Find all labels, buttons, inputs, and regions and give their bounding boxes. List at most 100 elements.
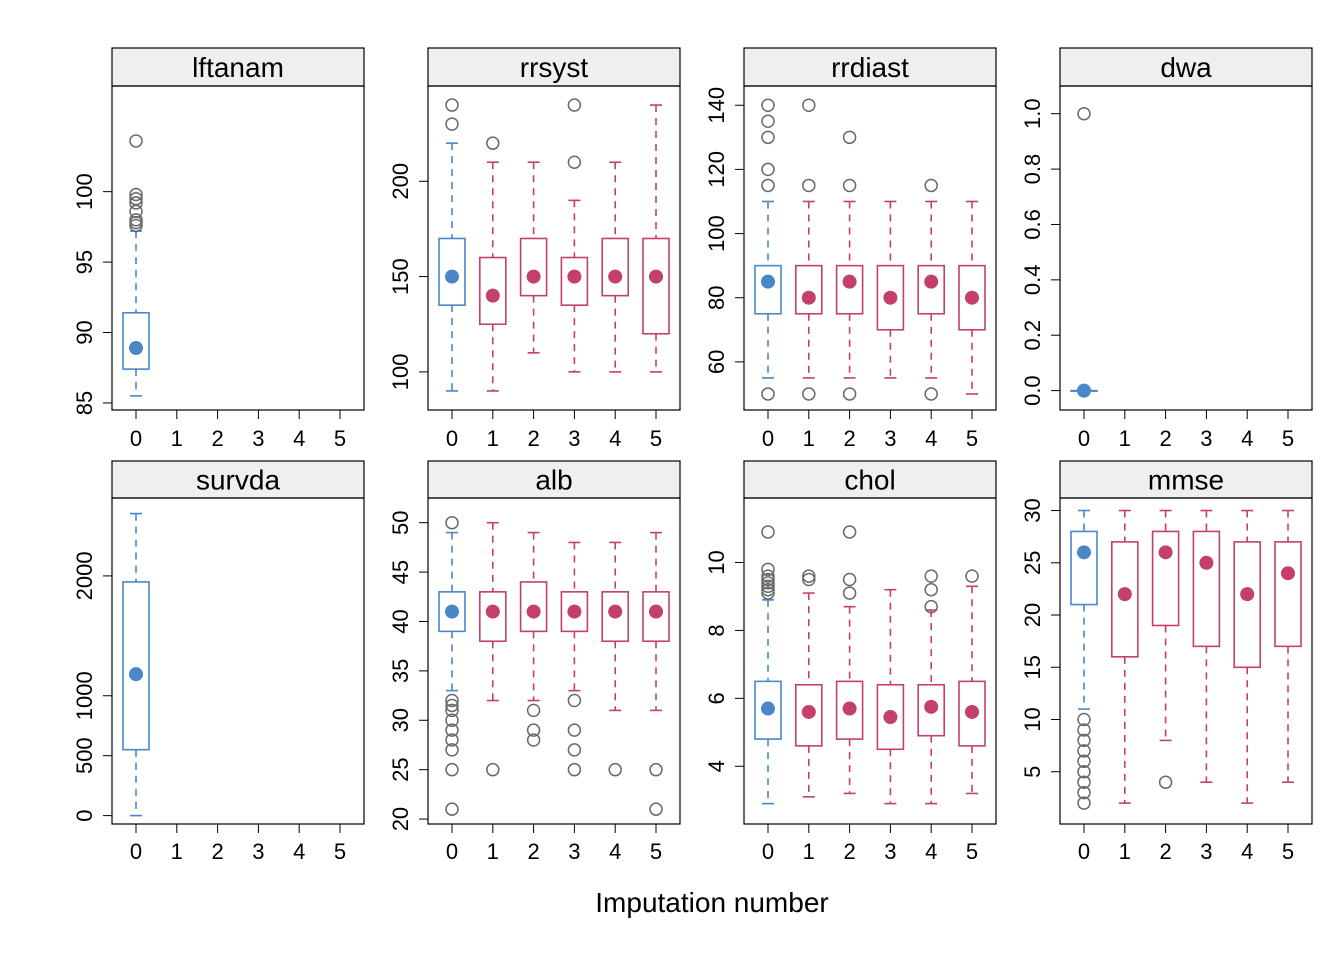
outlier-point bbox=[842, 387, 857, 401]
y-tick-label: 30 bbox=[388, 708, 413, 732]
panel-rrdiast: rrdiast 60 80 100 120 140 0 1 2 3 4 5 bbox=[704, 47, 997, 451]
outlier-point bbox=[924, 582, 938, 597]
box-iqr bbox=[1233, 541, 1261, 669]
box-iqr bbox=[835, 680, 864, 740]
median-point bbox=[445, 269, 459, 284]
x-tick-label: 4 bbox=[609, 426, 621, 451]
median-point bbox=[485, 604, 500, 619]
y-tick-label: 0.0 bbox=[1020, 375, 1045, 406]
box-iqr bbox=[794, 264, 823, 315]
box-iqr bbox=[754, 680, 782, 740]
median-point bbox=[801, 290, 816, 305]
box-iqr bbox=[1070, 530, 1098, 606]
x-tick-label: 1 bbox=[171, 839, 183, 864]
panel-lftanam: lftanam 85 90 95 100 0 1 2 3 4 5 bbox=[72, 47, 365, 451]
y-tick-label: 25 bbox=[388, 757, 413, 781]
x-tick-label: 5 bbox=[1282, 426, 1294, 451]
median-point bbox=[965, 704, 979, 719]
box-imp-4 bbox=[601, 161, 630, 373]
outlier-point bbox=[1077, 744, 1091, 758]
outlier-point bbox=[802, 98, 816, 112]
y-tick-label: 5 bbox=[1020, 766, 1045, 778]
x-tick-label: 5 bbox=[650, 426, 662, 451]
outlier-point bbox=[802, 572, 816, 587]
y-tick-label: 0 bbox=[72, 809, 97, 821]
outlier-point bbox=[129, 187, 143, 202]
y-tick-label: 95 bbox=[72, 250, 97, 274]
box-imp-0 bbox=[754, 525, 782, 805]
median-point bbox=[1281, 566, 1295, 581]
box-imp-2 bbox=[1151, 509, 1180, 789]
median-point bbox=[842, 274, 857, 289]
y-tick-label: 15 bbox=[1020, 655, 1045, 679]
x-tick-label: 0 bbox=[762, 839, 774, 864]
x-tick-label: 2 bbox=[211, 426, 223, 451]
x-tick-label: 4 bbox=[293, 426, 305, 451]
outlier-point bbox=[567, 762, 582, 777]
x-tick-label: 0 bbox=[1078, 839, 1090, 864]
box-imp-0 bbox=[1070, 509, 1098, 810]
outlier-point bbox=[761, 569, 775, 583]
box-iqr bbox=[122, 581, 150, 751]
outlier-point bbox=[129, 134, 143, 148]
panel-strip bbox=[1059, 47, 1313, 87]
outlier-point bbox=[965, 569, 979, 583]
median-point bbox=[842, 701, 857, 716]
outlier-point bbox=[608, 762, 622, 777]
box-iqr bbox=[835, 264, 864, 315]
box-imp-2 bbox=[519, 531, 548, 747]
box-imp-0 bbox=[122, 134, 150, 397]
outlier-point bbox=[129, 215, 143, 230]
box-imp-3 bbox=[560, 541, 589, 777]
median-point bbox=[485, 288, 500, 303]
outlier-point bbox=[1077, 754, 1091, 769]
y-tick-label: 45 bbox=[388, 560, 413, 584]
x-tick-label: 4 bbox=[1241, 839, 1253, 864]
y-tick-label: 150 bbox=[388, 258, 413, 295]
panel-frame bbox=[743, 85, 997, 411]
x-tick-label: 2 bbox=[527, 839, 539, 864]
box-iqr bbox=[601, 591, 630, 643]
outlier-point bbox=[761, 582, 775, 597]
y-tick-label: 100 bbox=[388, 354, 413, 391]
outlier-point bbox=[1158, 775, 1173, 789]
outlier-point bbox=[445, 98, 459, 112]
outlier-point bbox=[761, 576, 775, 590]
box-imp-4 bbox=[1233, 509, 1261, 804]
box-iqr bbox=[958, 680, 986, 747]
median-point bbox=[129, 341, 143, 356]
median-point bbox=[608, 604, 623, 619]
panel-title: chol bbox=[844, 465, 895, 496]
y-tick-label: 100 bbox=[72, 173, 97, 210]
outlier-point bbox=[445, 703, 459, 718]
outlier-point bbox=[924, 178, 938, 193]
x-tick-label: 2 bbox=[1159, 426, 1171, 451]
outlier-point bbox=[486, 762, 500, 777]
panel-strip bbox=[111, 47, 365, 87]
box-iqr bbox=[917, 683, 946, 737]
median-point bbox=[965, 290, 979, 305]
y-tick-label: 60 bbox=[704, 350, 729, 374]
outlier-point bbox=[924, 599, 938, 614]
outlier-point bbox=[924, 569, 938, 583]
panel-strip bbox=[1059, 460, 1313, 499]
outlier-point bbox=[445, 713, 459, 728]
box-imp-5 bbox=[642, 104, 670, 373]
box-iqr bbox=[601, 237, 630, 297]
median-point bbox=[129, 667, 143, 682]
outlier-point bbox=[842, 572, 857, 587]
y-tick-label: 10 bbox=[704, 550, 729, 574]
median-point bbox=[1077, 545, 1091, 560]
y-tick-label: 4 bbox=[704, 760, 729, 772]
outlier-point bbox=[445, 802, 459, 816]
box-iqr bbox=[754, 264, 782, 315]
outlier-point bbox=[1077, 733, 1091, 748]
median-point bbox=[1240, 587, 1255, 602]
x-tick-label: 0 bbox=[762, 426, 774, 451]
panel-frame bbox=[743, 497, 997, 825]
box-iqr bbox=[438, 591, 466, 633]
panel-title: alb bbox=[535, 465, 572, 496]
median-point bbox=[649, 604, 663, 619]
x-tick-label: 5 bbox=[650, 839, 662, 864]
